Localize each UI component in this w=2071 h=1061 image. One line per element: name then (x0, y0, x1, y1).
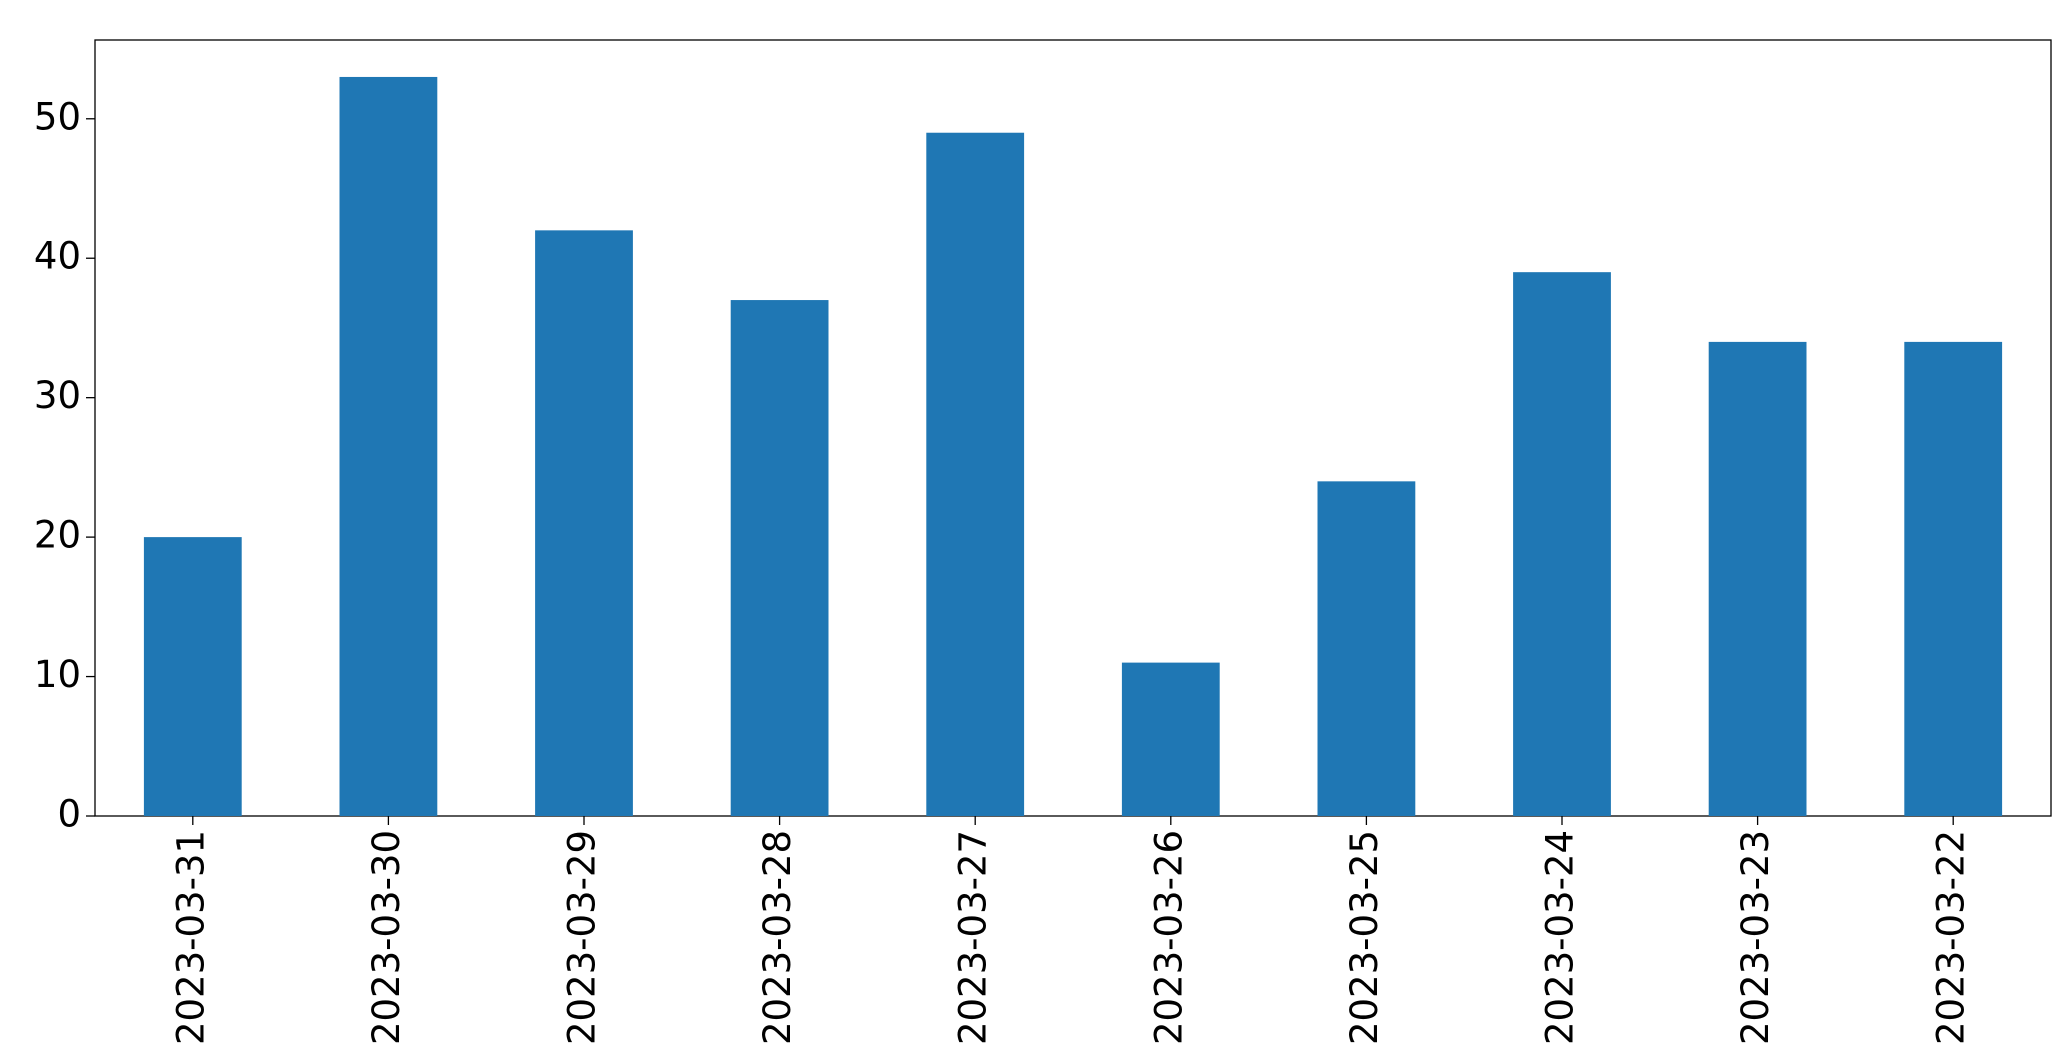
bar (1121, 662, 1220, 816)
bar (1317, 481, 1416, 816)
bar (1708, 341, 1807, 816)
x-tick-label: 2023-03-29 (561, 830, 604, 1045)
x-tick-label: 2023-03-27 (952, 830, 995, 1045)
y-tick-label: 40 (34, 235, 81, 278)
x-tick-label: 2023-03-22 (1930, 830, 1973, 1045)
y-tick-label: 20 (34, 514, 81, 557)
x-tick-label: 2023-03-31 (169, 830, 212, 1045)
y-tick-label: 50 (34, 95, 81, 138)
x-tick-label: 2023-03-26 (1147, 830, 1190, 1045)
x-tick-label: 2023-03-28 (756, 830, 799, 1045)
x-tick-label: 2023-03-30 (365, 830, 408, 1045)
x-tick-label: 2023-03-24 (1539, 830, 1582, 1045)
y-tick-label: 10 (34, 653, 81, 696)
bar (339, 76, 438, 816)
plot-frame (94, 39, 2052, 817)
x-tick-label: 2023-03-23 (1734, 830, 1777, 1045)
y-tick-label: 0 (57, 793, 81, 836)
bar (1513, 272, 1611, 817)
x-tick-label: 2023-03-25 (1343, 830, 1386, 1045)
bar (143, 537, 242, 816)
bar (926, 132, 1025, 816)
y-tick-label: 30 (34, 374, 81, 417)
bar (1904, 341, 2003, 816)
bar (535, 230, 633, 817)
bar (730, 300, 829, 816)
